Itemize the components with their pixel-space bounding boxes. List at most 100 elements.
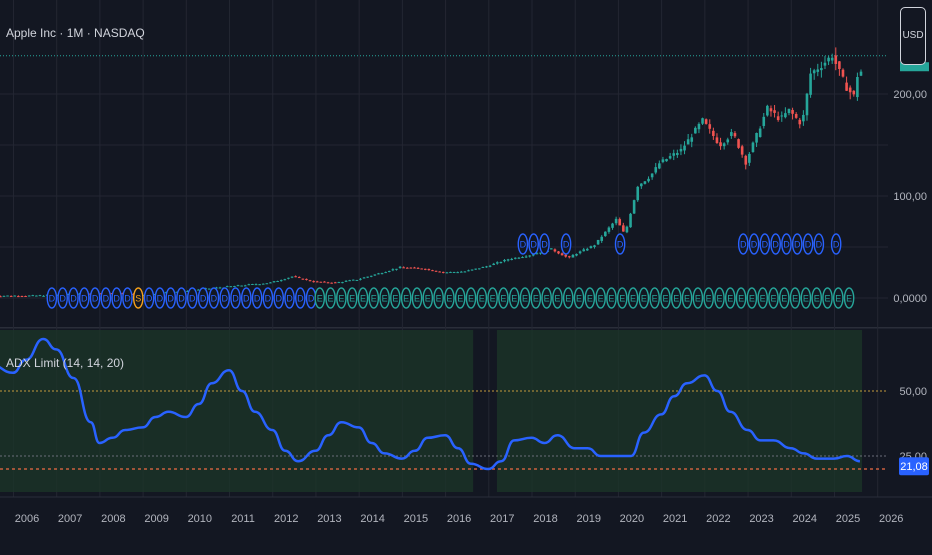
candle-body bbox=[323, 281, 326, 283]
earnings-marker-ring bbox=[584, 287, 596, 309]
earnings-marker: E bbox=[822, 287, 833, 309]
candle-body bbox=[279, 280, 283, 282]
dividend-marker-ring bbox=[208, 287, 220, 309]
candle-body bbox=[586, 248, 589, 251]
earnings-marker-letter: E bbox=[479, 294, 485, 304]
earnings-marker-ring bbox=[476, 287, 488, 309]
candle-body bbox=[805, 93, 809, 116]
candle-body bbox=[287, 277, 290, 279]
time-tick-label: 2024 bbox=[793, 513, 817, 525]
earnings-marker-letter: E bbox=[803, 294, 809, 304]
candle-body bbox=[708, 124, 712, 129]
candle-body bbox=[679, 148, 683, 152]
adx-tick-label: 50,00 bbox=[899, 386, 927, 398]
candle-body bbox=[823, 62, 827, 66]
dividend-marker-ring bbox=[100, 287, 112, 309]
dividend-marker-letter: D bbox=[762, 240, 769, 250]
dividend-marker-ring bbox=[111, 287, 122, 309]
candle-body bbox=[31, 295, 35, 297]
candle-body bbox=[366, 276, 369, 278]
dividend-marker-ring bbox=[68, 287, 79, 309]
earnings-marker-ring bbox=[800, 287, 812, 309]
earnings-marker-letter: E bbox=[349, 294, 355, 304]
earnings-marker-letter: E bbox=[792, 294, 798, 304]
time-tick-label: 2018 bbox=[533, 513, 557, 525]
dividend-marker: D bbox=[143, 287, 155, 309]
earnings-marker-letter: E bbox=[608, 294, 614, 304]
dividend-marker-ring bbox=[176, 287, 187, 309]
earnings-marker-letter: E bbox=[360, 294, 366, 304]
earnings-marker: E bbox=[422, 287, 434, 309]
candle-body bbox=[834, 55, 838, 64]
pane-divider bbox=[0, 327, 932, 329]
adx-line bbox=[0, 337, 861, 471]
candle-body bbox=[769, 108, 773, 112]
earnings-marker-letter: E bbox=[511, 294, 517, 304]
earnings-marker: E bbox=[336, 287, 347, 309]
candle-body bbox=[42, 295, 45, 297]
earnings-marker-letter: E bbox=[338, 294, 344, 304]
candle-body bbox=[596, 239, 600, 245]
candle-body bbox=[517, 257, 521, 259]
earnings-marker-ring bbox=[724, 287, 736, 309]
dividend-marker: D bbox=[830, 233, 842, 255]
candle-body bbox=[243, 285, 247, 287]
earnings-marker-letter: E bbox=[554, 294, 560, 304]
candle-body bbox=[384, 272, 387, 274]
dividend-marker-letter: D bbox=[297, 294, 304, 304]
candle-body bbox=[233, 286, 236, 288]
last-price-tag bbox=[900, 62, 929, 72]
earnings-marker-letter: E bbox=[738, 294, 744, 304]
candle-body bbox=[856, 76, 859, 98]
candle-body bbox=[485, 266, 488, 268]
earnings-marker-ring bbox=[616, 287, 628, 309]
candle-body bbox=[535, 253, 539, 255]
candle-body bbox=[470, 269, 474, 271]
candle-body bbox=[24, 295, 27, 297]
earnings-marker-ring bbox=[714, 287, 725, 309]
earnings-marker-letter: E bbox=[576, 294, 582, 304]
candle-body bbox=[701, 118, 704, 124]
dividend-marker: D bbox=[208, 287, 220, 309]
dividend-marker-ring bbox=[122, 287, 133, 309]
time-tick-label: 2021 bbox=[663, 513, 687, 525]
candle-body bbox=[362, 277, 366, 279]
earnings-marker: E bbox=[649, 287, 660, 309]
dividend-marker: D bbox=[273, 287, 285, 309]
time-tick-label: 2014 bbox=[360, 513, 384, 525]
dividend-marker-ring bbox=[560, 233, 572, 255]
dividend-marker: D bbox=[230, 287, 241, 309]
candle-body bbox=[290, 276, 294, 278]
dividend-marker: D bbox=[539, 233, 550, 255]
dividend-marker-ring bbox=[262, 287, 274, 309]
dividend-marker-letter: D bbox=[772, 240, 779, 250]
earnings-marker: E bbox=[498, 287, 509, 309]
currency-button[interactable]: USD bbox=[900, 7, 926, 65]
earnings-marker: E bbox=[519, 287, 531, 309]
dividend-marker-letter: D bbox=[157, 294, 164, 304]
candle-body bbox=[380, 273, 384, 275]
candle-body bbox=[618, 219, 622, 226]
candle-body bbox=[640, 183, 643, 187]
candle-body bbox=[513, 257, 517, 259]
earnings-marker-ring bbox=[314, 287, 326, 309]
candle-body bbox=[690, 137, 694, 142]
dividend-marker-ring bbox=[295, 287, 306, 309]
earnings-marker: E bbox=[724, 287, 736, 309]
dividend-marker-ring bbox=[284, 287, 295, 309]
candle-body bbox=[809, 73, 812, 95]
candle-body bbox=[632, 200, 636, 214]
earnings-marker-ring bbox=[498, 287, 509, 309]
earnings-marker: E bbox=[800, 287, 812, 309]
dividend-marker: D bbox=[791, 233, 803, 255]
earnings-marker-ring bbox=[735, 287, 747, 309]
earnings-marker-ring bbox=[346, 287, 358, 309]
earnings-marker-ring bbox=[703, 287, 714, 309]
dividend-marker-ring bbox=[197, 287, 209, 309]
adx-shade-region bbox=[0, 330, 474, 492]
dividend-marker-letter: D bbox=[49, 294, 56, 304]
dividend-marker-ring bbox=[737, 233, 749, 255]
earnings-marker: E bbox=[703, 287, 714, 309]
earnings-marker-ring bbox=[357, 287, 369, 309]
